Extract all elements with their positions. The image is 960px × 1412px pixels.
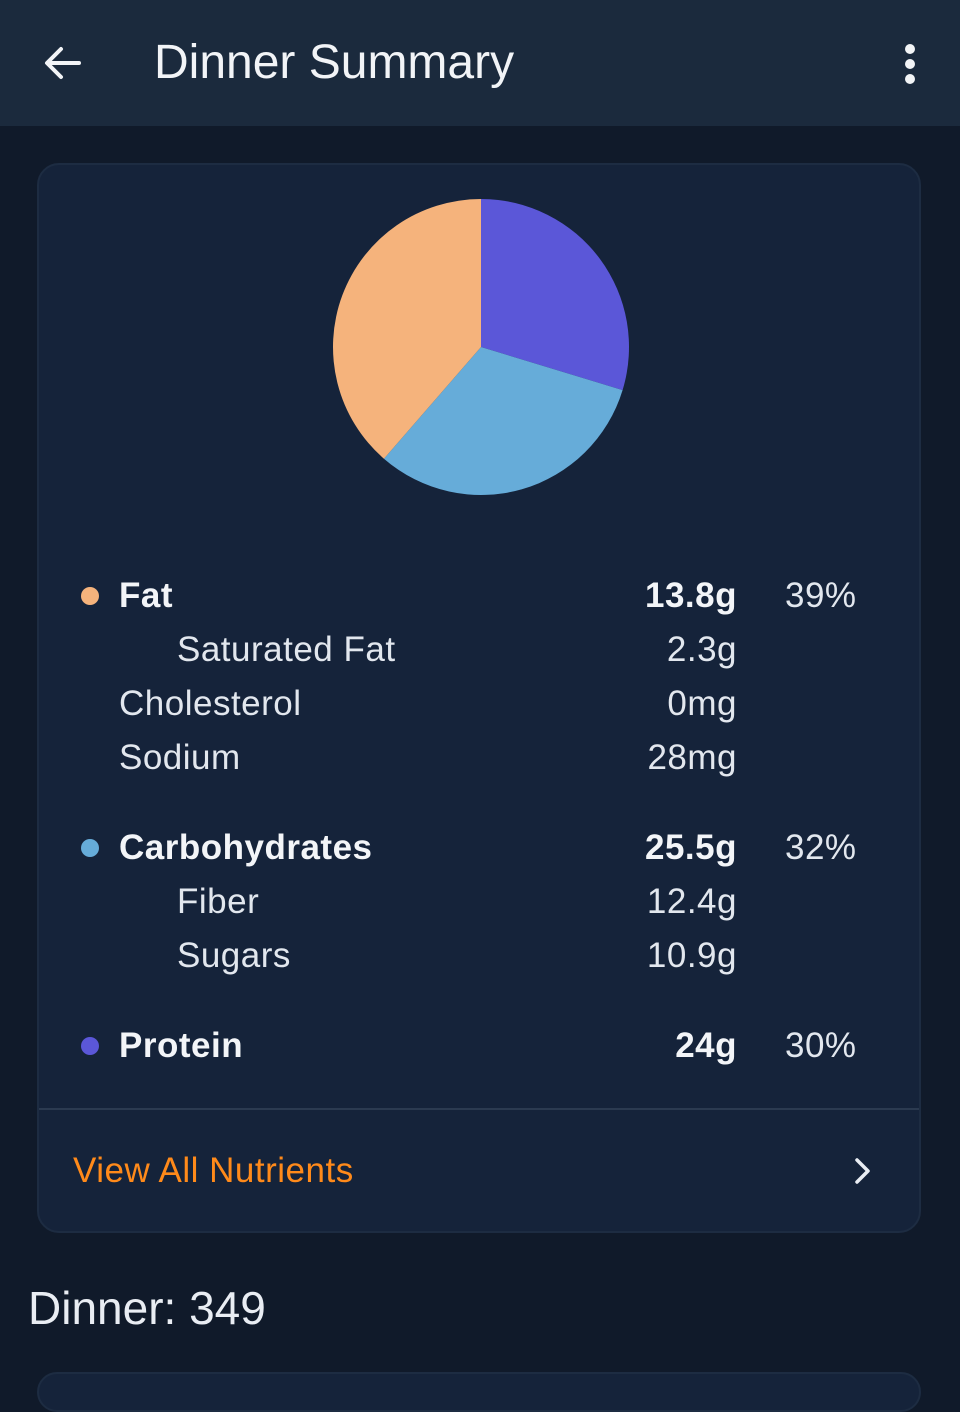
fat-label: Fat (119, 576, 173, 615)
nutrient-row-carbohydrates: Carbohydrates 25.5g 32% (39, 823, 923, 873)
carbs-percent: 32% (785, 828, 857, 867)
fat-legend-dot (81, 587, 99, 605)
sugars-amount: 10.9g (646, 936, 737, 975)
saturated-fat-amount: 2.3g (666, 630, 737, 669)
arrow-left-icon (45, 47, 81, 79)
protein-legend-dot (81, 1037, 99, 1055)
saturated-fat-label: Saturated Fat (177, 630, 396, 669)
view-all-nutrients-label: View All Nutrients (73, 1151, 354, 1190)
view-all-nutrients-button[interactable]: View All Nutrients (39, 1110, 919, 1231)
sugars-label: Sugars (177, 936, 291, 975)
nutrient-row-saturated-fat: Saturated Fat 2.3g (39, 625, 923, 675)
card-divider (39, 1108, 919, 1110)
next-card (37, 1372, 921, 1412)
protein-amount: 24g (675, 1026, 737, 1065)
pie-slice-carbohydrates (383, 347, 623, 495)
carbs-label: Carbohydrates (119, 828, 373, 867)
cholesterol-amount: 0mg (667, 684, 737, 723)
fat-amount: 13.8g (645, 576, 737, 615)
sodium-amount: 28mg (647, 738, 737, 777)
more-options-button[interactable] (884, 34, 936, 94)
fiber-amount: 12.4g (646, 882, 737, 921)
fat-percent: 39% (785, 576, 857, 615)
page-title: Dinner Summary (154, 36, 515, 89)
dinner-calories-heading: Dinner: 349 (28, 1282, 266, 1334)
fiber-label: Fiber (177, 882, 260, 921)
cholesterol-label: Cholesterol (119, 684, 302, 723)
nutrient-row-protein: Protein 24g 30% (39, 1021, 923, 1071)
pie-slice-protein (481, 199, 629, 391)
nutrient-row-fiber: Fiber 12.4g (39, 877, 923, 927)
macros-pie-chart (332, 199, 629, 495)
back-button[interactable] (30, 30, 96, 96)
nutrient-row-cholesterol: Cholesterol 0mg (39, 679, 923, 729)
nutrient-row-sugars: Sugars 10.9g (39, 931, 923, 981)
pie-slice-fat (332, 199, 481, 459)
protein-label: Protein (119, 1026, 244, 1065)
protein-percent: 30% (785, 1026, 857, 1065)
nutrient-row-fat: Fat 13.8g 39% (39, 571, 923, 621)
sodium-label: Sodium (119, 738, 241, 777)
chevron-right-icon (855, 1158, 870, 1184)
carbs-legend-dot (81, 839, 99, 857)
nutrient-row-sodium: Sodium 28mg (39, 733, 923, 783)
more-vertical-icon (905, 44, 915, 84)
app-bar: Dinner Summary (0, 0, 960, 126)
carbs-amount: 25.5g (645, 828, 737, 867)
macros-card: Fat 13.8g 39% Saturated Fat 2.3g Cholest… (37, 163, 921, 1233)
